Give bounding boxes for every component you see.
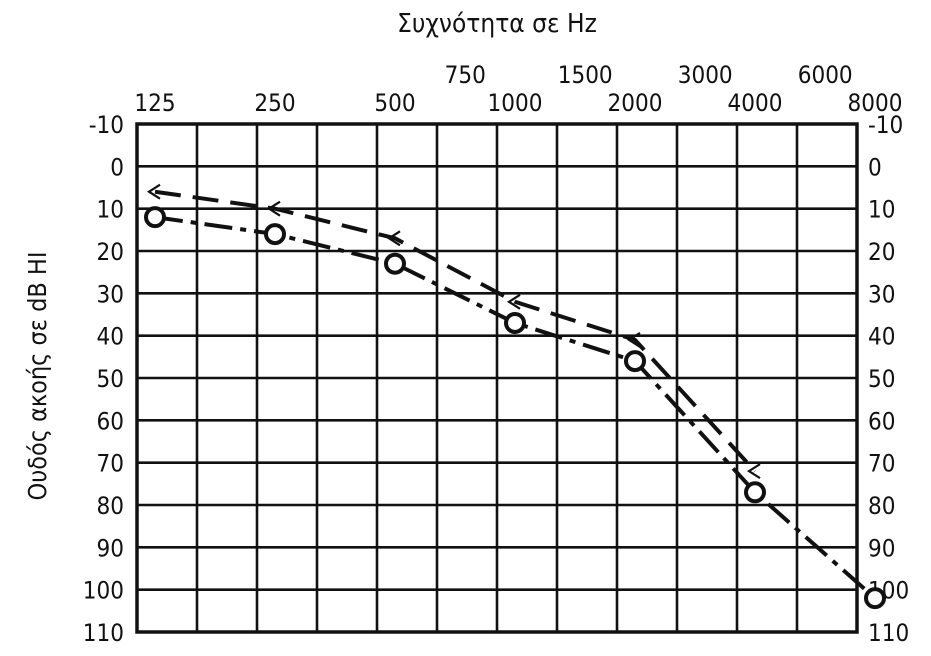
y-tick-label-right: -10 <box>868 111 903 139</box>
x-tick-label-mid: 6000 <box>798 61 853 89</box>
y-tick-label-right: 40 <box>868 323 895 351</box>
data-point-angle <box>266 200 281 217</box>
data-point-angle <box>386 230 401 247</box>
y-tick-label-right: 30 <box>868 280 895 308</box>
y-tick-label-right: 0 <box>868 153 882 181</box>
x-tick-label: 125 <box>134 89 175 117</box>
y-tick-label-left: 0 <box>110 153 124 181</box>
data-point-circle <box>504 311 526 334</box>
y-tick-label-left: 60 <box>97 407 124 435</box>
data-point-circle <box>384 252 406 275</box>
data-point-angle <box>146 183 161 200</box>
y-tick-label-left: 110 <box>83 619 124 647</box>
y-tick-label-left: 80 <box>97 492 124 520</box>
x-tick-label: 500 <box>374 89 415 117</box>
y-tick-label-right: 50 <box>868 365 895 393</box>
grid <box>135 122 859 634</box>
x-tick-label: 250 <box>254 89 295 117</box>
y-tick-label-right: 60 <box>868 407 895 435</box>
x-tick-label-mid: 3000 <box>678 61 733 89</box>
x-tick-label: 1000 <box>488 89 543 117</box>
data-point-circle <box>264 223 286 246</box>
series <box>144 183 886 610</box>
data-point-angle <box>626 331 641 348</box>
y-tick-label-left: 40 <box>97 323 124 351</box>
y-tick-label-right: 20 <box>868 238 895 266</box>
y-tick-label-right: 10 <box>868 196 895 224</box>
x-tick-label-mid: 1500 <box>558 61 613 89</box>
data-point-angle <box>746 463 761 480</box>
y-tick-label-left: 10 <box>97 196 124 224</box>
data-point-circle <box>624 350 646 373</box>
y-tick-label-right: 110 <box>868 619 909 647</box>
x-tick-label: 4000 <box>728 89 783 117</box>
x-tick-label-mid: 750 <box>445 61 486 89</box>
data-point-circle <box>144 206 166 229</box>
x-tick-label: 8000 <box>848 89 903 117</box>
series-line-1 <box>154 215 877 600</box>
y-axis-label: Ουδός ακοής σε dB HI <box>23 252 52 501</box>
plot-frame <box>135 122 859 634</box>
y-tick-label-left: -10 <box>89 111 124 139</box>
data-point-circle <box>744 481 766 504</box>
data-point-angle <box>506 293 521 310</box>
data-point-circle <box>864 587 886 610</box>
y-tick-label-right: 70 <box>868 450 895 478</box>
y-tick-label-left: 20 <box>97 238 124 266</box>
y-tick-label-left: 50 <box>97 365 124 393</box>
x-tick-label: 2000 <box>608 89 663 117</box>
y-tick-label-left: 90 <box>97 534 124 562</box>
y-tick-label-left: 100 <box>83 577 124 605</box>
y-tick-label-right: 90 <box>868 534 895 562</box>
y-tick-label-right: 80 <box>868 492 895 520</box>
y-tick-label-left: 30 <box>97 280 124 308</box>
series-line-2 <box>154 189 757 473</box>
chart-title: Συχνότητα σε Hz <box>397 9 597 39</box>
y-tick-label-left: 70 <box>97 450 124 478</box>
